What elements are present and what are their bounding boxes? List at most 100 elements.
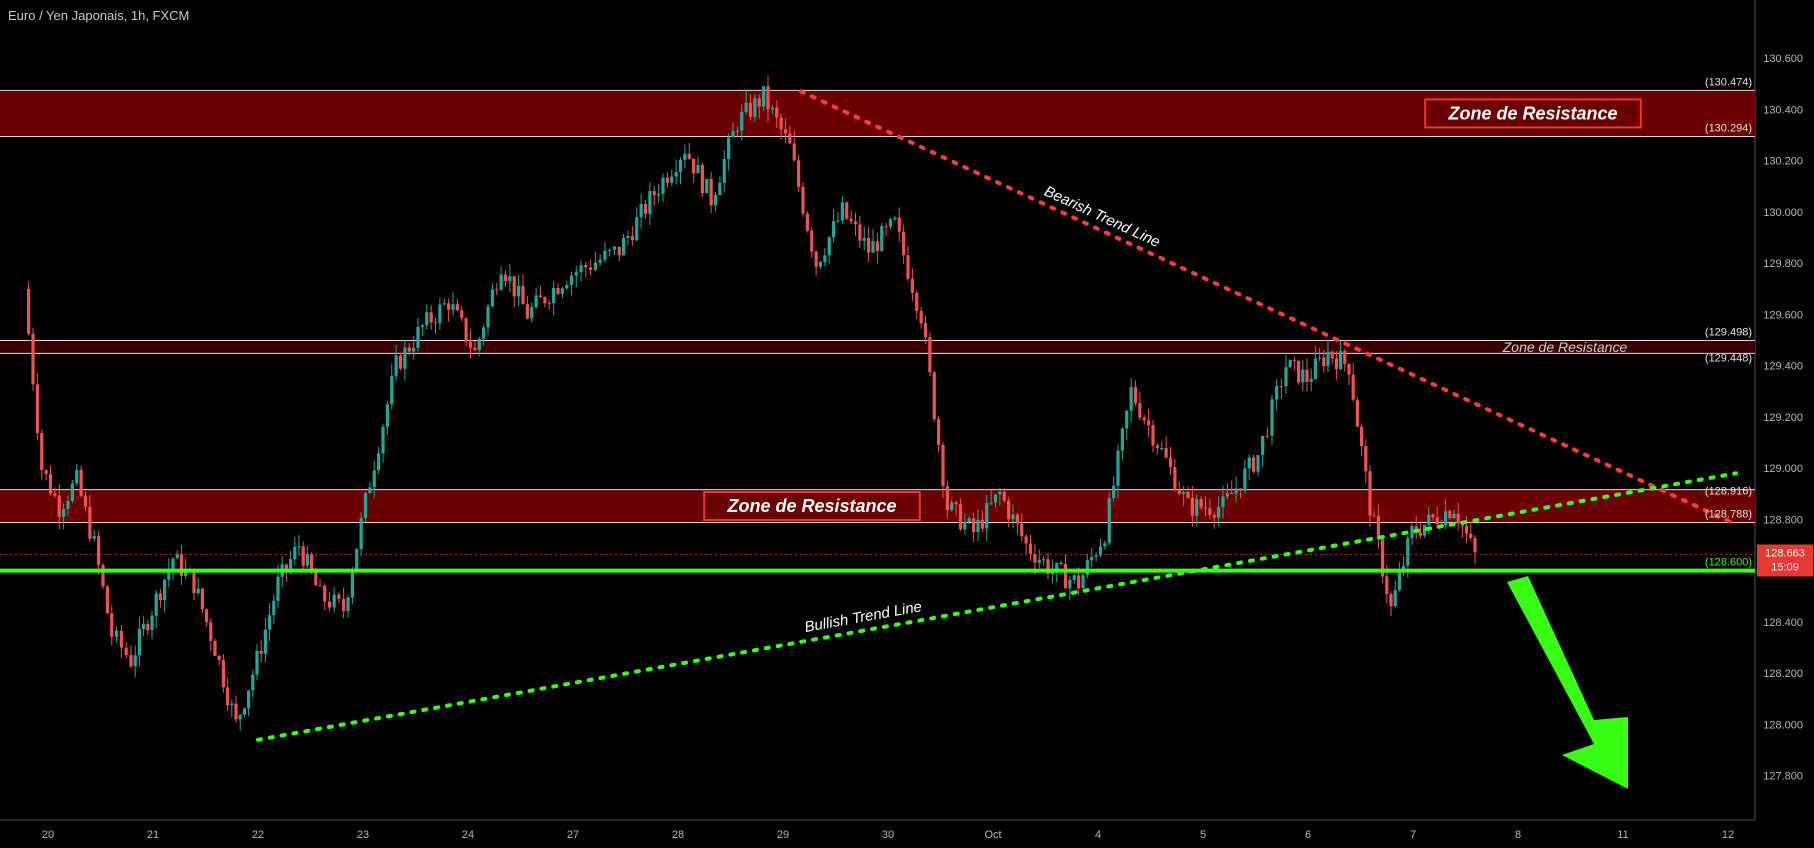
y-tick-label: 129.000: [1763, 463, 1803, 475]
candle-body: [1397, 572, 1401, 591]
candle-body: [766, 86, 770, 110]
candle-body: [468, 341, 473, 348]
candle-body: [775, 107, 779, 118]
candle-body: [1252, 457, 1256, 472]
candle-body: [1160, 448, 1164, 450]
candle-body: [1418, 532, 1422, 536]
candle-body: [464, 318, 468, 342]
candle-body: [1243, 468, 1247, 491]
candle-body: [1313, 358, 1317, 379]
candle-body: [293, 546, 297, 560]
candle-body: [350, 572, 354, 598]
candle-body: [1247, 457, 1251, 469]
candle-body: [1364, 446, 1368, 472]
zone-label-bottom-box: [703, 491, 921, 522]
x-tick-label: 20: [42, 829, 54, 841]
candle-body: [305, 554, 309, 566]
candle-body: [390, 375, 394, 405]
candle-body: [608, 249, 612, 251]
candle-body: [622, 237, 626, 256]
y-tick-label: 128.800: [1763, 514, 1803, 526]
candle-body: [79, 469, 83, 496]
candle-body: [1465, 525, 1469, 534]
candle-body: [167, 569, 171, 580]
candle-body: [696, 164, 700, 174]
candle-body: [674, 172, 678, 177]
candle-body: [297, 546, 301, 548]
candle-body: [150, 615, 154, 631]
candle-body: [1142, 417, 1146, 421]
candle-body: [259, 650, 263, 654]
candle-body: [1456, 513, 1460, 524]
candle-body: [442, 303, 446, 305]
x-tick-label: 27: [567, 829, 579, 841]
y-tick-label: 128.200: [1763, 668, 1803, 680]
candle-body: [110, 613, 114, 637]
candle-body: [346, 597, 350, 612]
candle-body: [612, 246, 617, 250]
candle-body: [692, 158, 696, 174]
candle-body: [318, 585, 322, 587]
candle-body: [171, 558, 175, 570]
candle-body: [57, 495, 61, 517]
candle-body: [740, 111, 744, 131]
candle-body: [196, 588, 200, 594]
candle-body: [1351, 374, 1355, 400]
x-tick-label: 5: [1200, 829, 1206, 841]
candle-body: [1011, 514, 1015, 520]
candle-body: [810, 230, 814, 252]
candle-body: [797, 160, 801, 187]
candle-body: [451, 304, 455, 310]
candle-body: [355, 548, 359, 573]
candle-body: [62, 508, 66, 517]
candle-body: [1423, 524, 1427, 536]
candle-body: [263, 629, 267, 654]
candle-body: [980, 519, 984, 529]
candle-body: [1234, 488, 1238, 494]
candle-body: [1444, 511, 1448, 526]
candle-body: [556, 287, 560, 294]
candle-body: [1190, 497, 1194, 516]
candle-body: [805, 213, 809, 231]
candle-body: [722, 159, 726, 183]
candle-body: [1103, 543, 1107, 547]
candle-body: [1155, 445, 1159, 449]
level-label: (129.448): [1705, 352, 1752, 364]
candle-body: [579, 264, 583, 273]
y-tick-label: 129.200: [1763, 412, 1803, 424]
candle-body: [179, 553, 183, 577]
candle-body: [420, 325, 424, 327]
candle-body: [880, 226, 884, 252]
y-tick-label: 129.600: [1763, 309, 1803, 321]
y-tick-label: 129.800: [1763, 258, 1803, 270]
y-tick-label: 128.400: [1763, 617, 1803, 629]
candle-body: [1024, 536, 1028, 544]
candle-body: [958, 504, 963, 530]
candle-body: [1469, 533, 1473, 538]
candle-body: [748, 102, 753, 117]
x-tick-label: 21: [147, 829, 159, 841]
candle-body: [643, 203, 648, 214]
candle-body: [289, 559, 293, 570]
candle-body: [1393, 590, 1397, 607]
candle-body: [1381, 539, 1385, 577]
candle-body: [407, 347, 411, 352]
candle-body: [247, 690, 251, 709]
candle-body: [268, 615, 272, 630]
candle-body: [950, 502, 954, 510]
x-tick-label: 11: [1617, 829, 1628, 841]
candle-body: [508, 276, 512, 282]
x-tick-label: 29: [777, 829, 789, 841]
candle-body: [976, 519, 980, 532]
candle-body: [598, 259, 602, 263]
level-label: (130.294): [1705, 122, 1752, 134]
zone-label-bottom: Zone de Resistance: [726, 496, 896, 516]
candle-body: [1406, 538, 1410, 566]
level-label: (128.916): [1705, 486, 1752, 498]
candle-body: [175, 553, 179, 559]
candle-body: [1033, 554, 1037, 563]
current-price-value: 128.663: [1765, 548, 1805, 560]
y-tick-label: 130.600: [1763, 53, 1803, 65]
candle-body: [998, 491, 1002, 495]
